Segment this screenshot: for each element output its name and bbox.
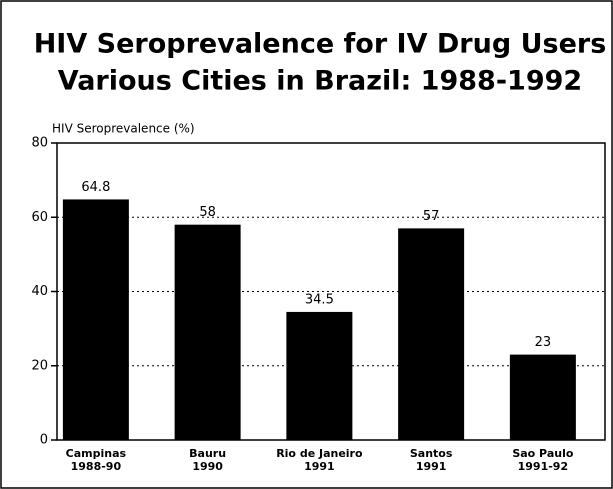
bar xyxy=(398,228,465,440)
y-axis-label: HIV Seroprevalence (%) xyxy=(52,122,195,136)
value-label: 58 xyxy=(199,205,216,220)
x-tick-label: Sao Paulo 1991-92 xyxy=(512,447,574,473)
x-tick-label: Santos 1991 xyxy=(410,447,453,473)
y-tick-label: 60 xyxy=(31,210,48,225)
y-tick-label: 20 xyxy=(31,358,48,373)
x-tick-label: Bauru 1990 xyxy=(189,447,226,473)
value-label: 34.5 xyxy=(305,292,334,307)
value-label: 64.8 xyxy=(81,180,110,195)
bar xyxy=(174,224,241,440)
bar xyxy=(62,199,129,440)
chart-title: HIV Seroprevalence for IV Drug Users xyxy=(34,29,607,60)
y-tick-label: 80 xyxy=(31,136,48,151)
x-tick-label: Rio de Janeiro 1991 xyxy=(276,447,363,473)
x-tick-label: Campinas 1988-90 xyxy=(66,447,127,473)
chart-subtitle: Various Cities in Brazil: 1988-1992 xyxy=(58,66,582,97)
y-tick-label: 0 xyxy=(40,433,48,448)
value-label: 57 xyxy=(423,209,440,224)
bar xyxy=(509,354,576,440)
value-label: 23 xyxy=(535,335,552,350)
bar xyxy=(286,311,353,440)
y-tick-label: 40 xyxy=(31,284,48,299)
